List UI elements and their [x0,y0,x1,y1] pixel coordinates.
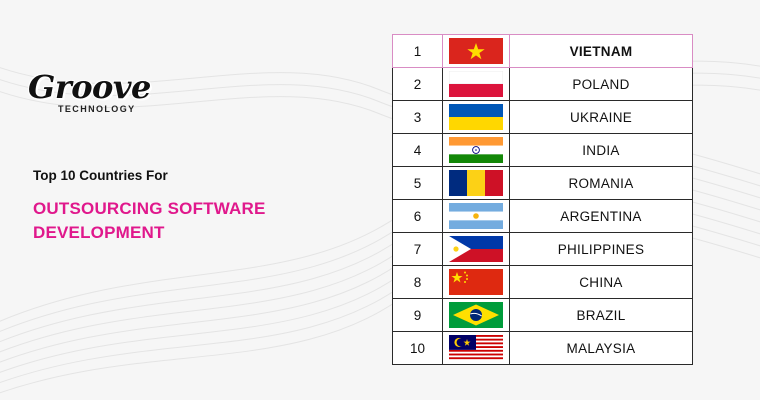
rank-cell: 5 [392,166,443,200]
rank-cell: 3 [392,100,443,134]
country-name: ARGENTINA [509,199,693,233]
country-name: MALAYSIA [509,331,693,365]
table-row: 7 PHILIPPINES [392,232,693,266]
rank-cell: 7 [392,232,443,266]
country-name: VIETNAM [509,34,693,68]
country-name: ROMANIA [509,166,693,200]
table-row: 9 BRAZIL [392,298,693,332]
table-row: 6 ARGENTINA [392,199,693,233]
headline-intro: Top 10 Countries For [33,168,168,183]
malaysia-flag-icon [449,335,503,361]
india-flag-icon [449,137,503,163]
rank-cell: 8 [392,265,443,299]
poland-flag-icon [449,71,503,97]
argentina-flag-icon [449,203,503,229]
rank-cell: 10 [392,331,443,365]
country-name: PHILIPPINES [509,232,693,266]
table-row: 3 UKRAINE [392,100,693,134]
china-flag-icon [449,269,503,295]
vietnam-flag-icon [449,38,503,64]
country-ranking-table: 1 VIETNAM 2 POLAND 3 [392,34,693,365]
country-name: INDIA [509,133,693,167]
country-name: CHINA [509,265,693,299]
table-row: 5 ROMANIA [392,166,693,200]
headline-title: OUTSOURCING SOFTWARE DEVELOPMENT [33,199,266,242]
rank-cell: 9 [392,298,443,332]
table-row: 10 [392,331,693,365]
table-row: 2 POLAND [392,67,693,101]
philippines-flag-icon [449,236,503,262]
table-row: 1 VIETNAM [392,34,693,68]
ukraine-flag-icon [449,104,503,130]
table-row: 8 CHINA [392,265,693,299]
rank-cell: 1 [392,34,443,68]
logo-subtitle: TECHNOLOGY [58,104,136,114]
rank-cell: 4 [392,133,443,167]
country-name: POLAND [509,67,693,101]
rank-cell: 2 [392,67,443,101]
groove-logo: Groove TECHNOLOGY [28,70,158,122]
table-row: 4 INDIA [392,133,693,167]
romania-flag-icon [449,170,503,196]
logo-wordmark: Groove [28,68,151,106]
country-name: BRAZIL [509,298,693,332]
country-name: UKRAINE [509,100,693,134]
rank-cell: 6 [392,199,443,233]
brazil-flag-icon [449,302,503,328]
